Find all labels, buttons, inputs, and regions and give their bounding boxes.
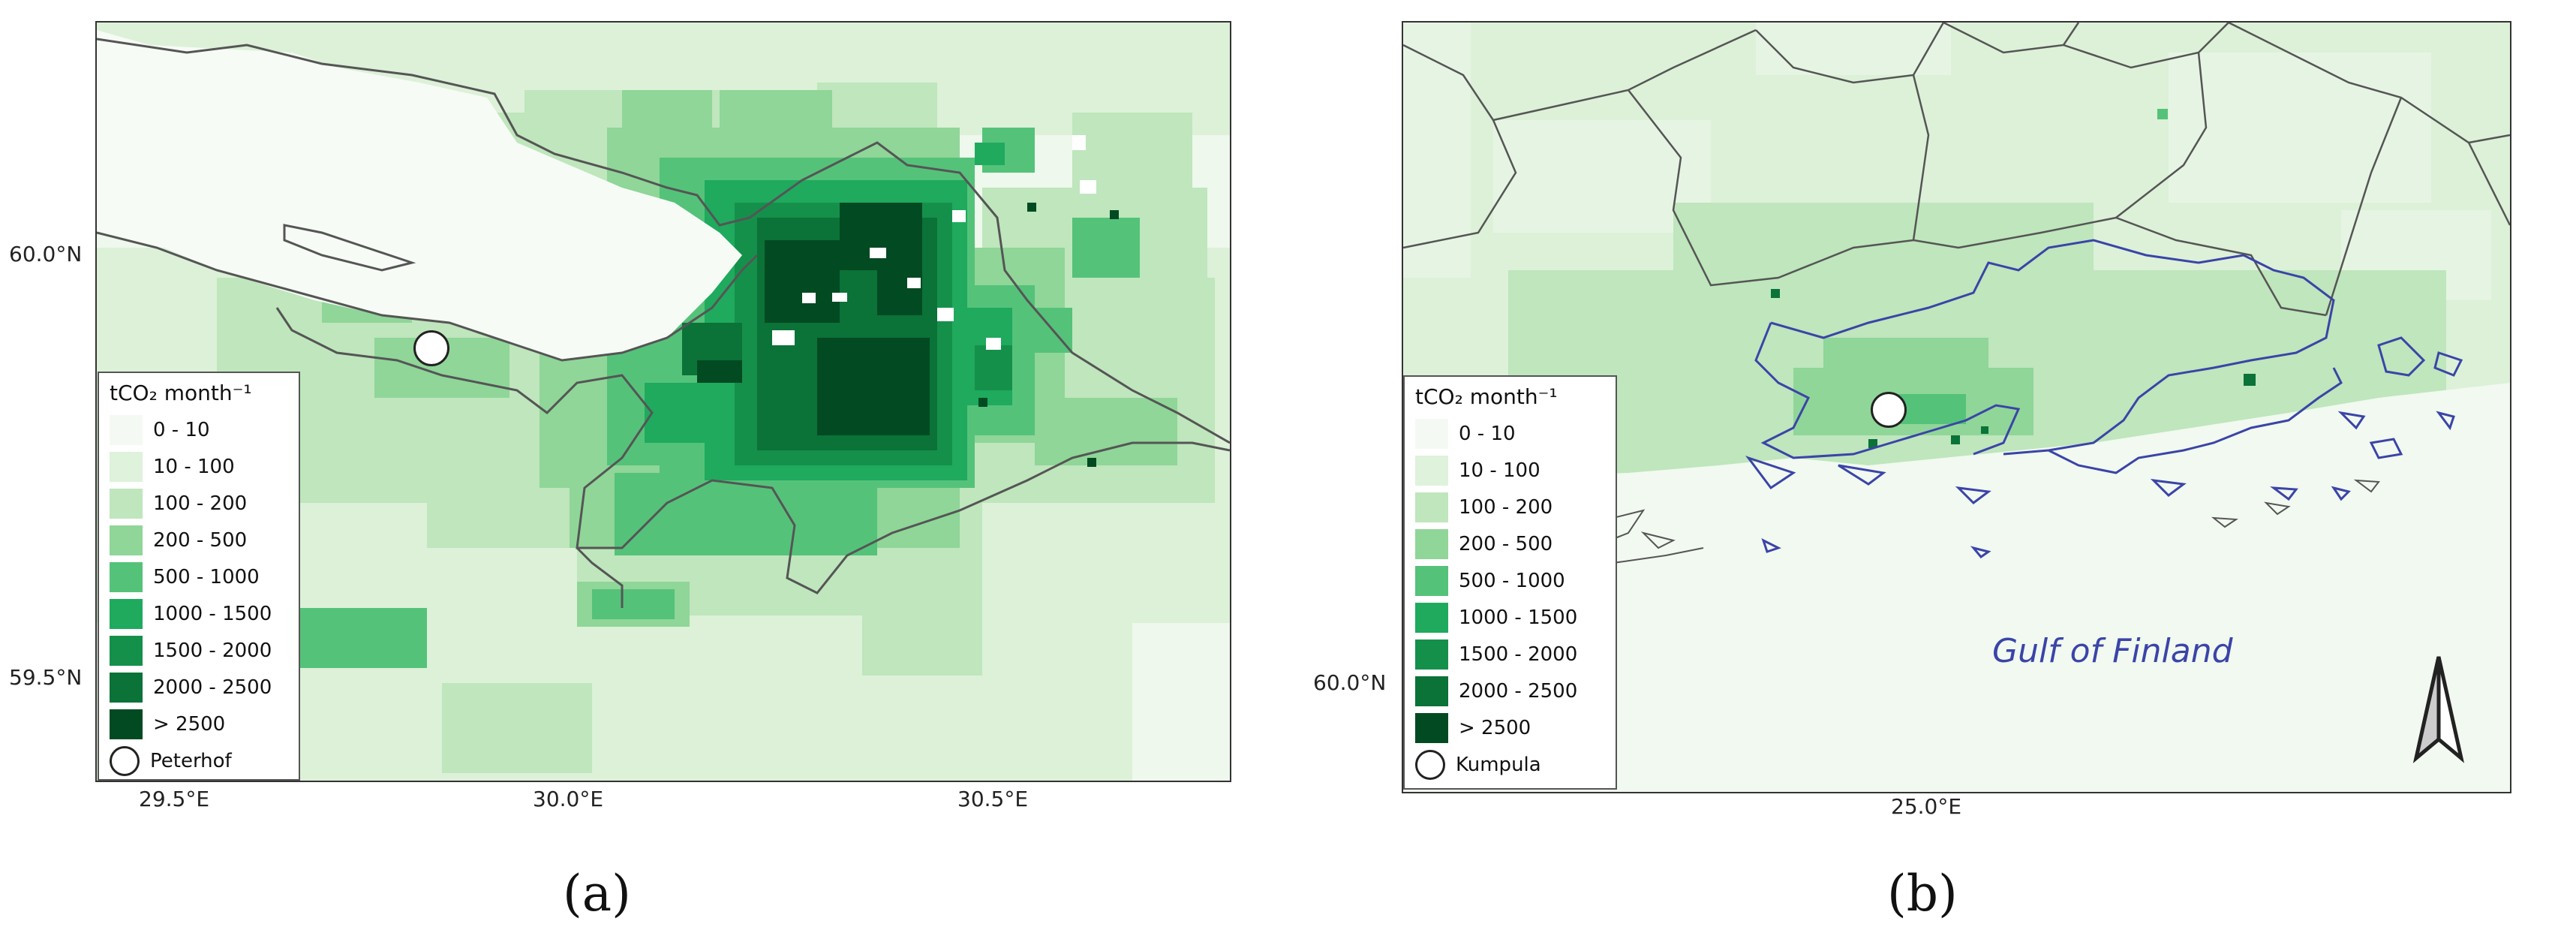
legend-row: 10 - 100 [110,448,288,485]
legend-label: 100 - 200 [153,492,248,515]
lat-tick-label: 59.5°N [9,665,83,690]
lat-tick-label: 60.0°N [9,242,83,266]
legend-row: 2000 - 2500 [110,669,288,706]
legend-label: 0 - 10 [1459,422,1516,445]
panel-a: tCO₂ month⁻¹ 0 - 10 10 - 100 100 - 200 2… [0,0,1276,951]
lon-tick-label: 25.0°E [1891,794,1962,819]
legend-a: tCO₂ month⁻¹ 0 - 10 10 - 100 100 - 200 2… [98,372,300,781]
legend-swatch [1415,418,1448,449]
lon-tick-label: 30.5°E [957,787,1029,811]
legend-row: 0 - 10 [1415,415,1605,452]
station-marker-icon [1415,749,1445,780]
legend-label: 1000 - 1500 [153,602,272,625]
lon-tick-label: 30.0°E [533,787,604,811]
legend-row: 0 - 10 [110,411,288,448]
panel-label-a: (a) [563,865,631,922]
station-marker-kumpula [1871,392,1907,428]
legend-swatch [110,561,143,592]
legend-row: 1000 - 1500 [110,595,288,632]
legend-label: 500 - 1000 [153,565,260,588]
legend-label: 1000 - 1500 [1459,606,1578,629]
legend-swatch [110,451,143,482]
legend-label: 10 - 100 [1459,459,1540,482]
lon-tick-label: 29.5°E [139,787,210,811]
legend-swatch [1415,602,1448,633]
panel-label-b: (b) [1887,865,1958,922]
legend-row: 2000 - 2500 [1415,673,1605,709]
legend-label: 500 - 1000 [1459,569,1565,592]
legend-row: 1000 - 1500 [1415,599,1605,636]
legend-swatch [1415,455,1448,486]
legend-row: 200 - 500 [110,522,288,558]
legend-row: 10 - 100 [1415,452,1605,489]
legend-label: 200 - 500 [153,528,248,552]
legend-label: 2000 - 2500 [1459,679,1578,703]
legend-label: 10 - 100 [153,455,235,478]
legend-row: 500 - 1000 [1415,562,1605,599]
legend-row-station: Peterhof [110,742,288,779]
legend-title: tCO₂ month⁻¹ [110,381,252,405]
legend-label: 0 - 10 [153,418,210,441]
legend-row: 500 - 1000 [110,558,288,595]
legend-swatch [1415,528,1448,559]
legend-row: > 2500 [110,706,288,742]
legend-label: > 2500 [153,712,226,736]
station-marker-icon [110,745,140,776]
legend-swatch [1415,492,1448,522]
legend-label: 1500 - 2000 [153,639,272,662]
legend-swatch [1415,676,1448,706]
legend-label: 2000 - 2500 [153,676,272,699]
legend-label: 1500 - 2000 [1459,643,1578,666]
legend-row: 1500 - 2000 [110,632,288,669]
legend-row: 100 - 200 [110,485,288,522]
legend-swatch [110,709,143,739]
legend-station-label: Kumpula [1456,753,1541,776]
legend-row: 200 - 500 [1415,525,1605,562]
legend-row: 100 - 200 [1415,489,1605,525]
legend-swatch [1415,639,1448,670]
legend-row-station: Kumpula [1415,746,1605,783]
legend-row: > 2500 [1415,709,1605,746]
panel-b: Gulf of Finland tCO₂ month⁻¹ 0 - 10 10 -… [1276,0,2576,951]
legend-swatch [1415,565,1448,596]
station-marker-peterhof [413,330,449,366]
legend-swatch [110,598,143,629]
legend-title: tCO₂ month⁻¹ [1415,384,1558,409]
legend-swatch [110,525,143,555]
legend-swatch [110,488,143,519]
sea-label: Gulf of Finland [1992,632,2233,670]
legend-swatch [110,414,143,445]
north-arrow-icon [2412,656,2465,763]
legend-station-label: Peterhof [150,749,232,772]
legend-swatch [110,635,143,666]
lat-tick-label: 60.0°N [1313,670,1387,695]
legend-swatch [1415,712,1448,743]
legend-label: 200 - 500 [1459,532,1553,555]
legend-swatch [110,672,143,703]
legend-b: tCO₂ month⁻¹ 0 - 10 10 - 100 100 - 200 2… [1403,375,1617,790]
legend-row: 1500 - 2000 [1415,636,1605,673]
legend-label: > 2500 [1459,716,1531,739]
legend-label: 100 - 200 [1459,495,1553,519]
